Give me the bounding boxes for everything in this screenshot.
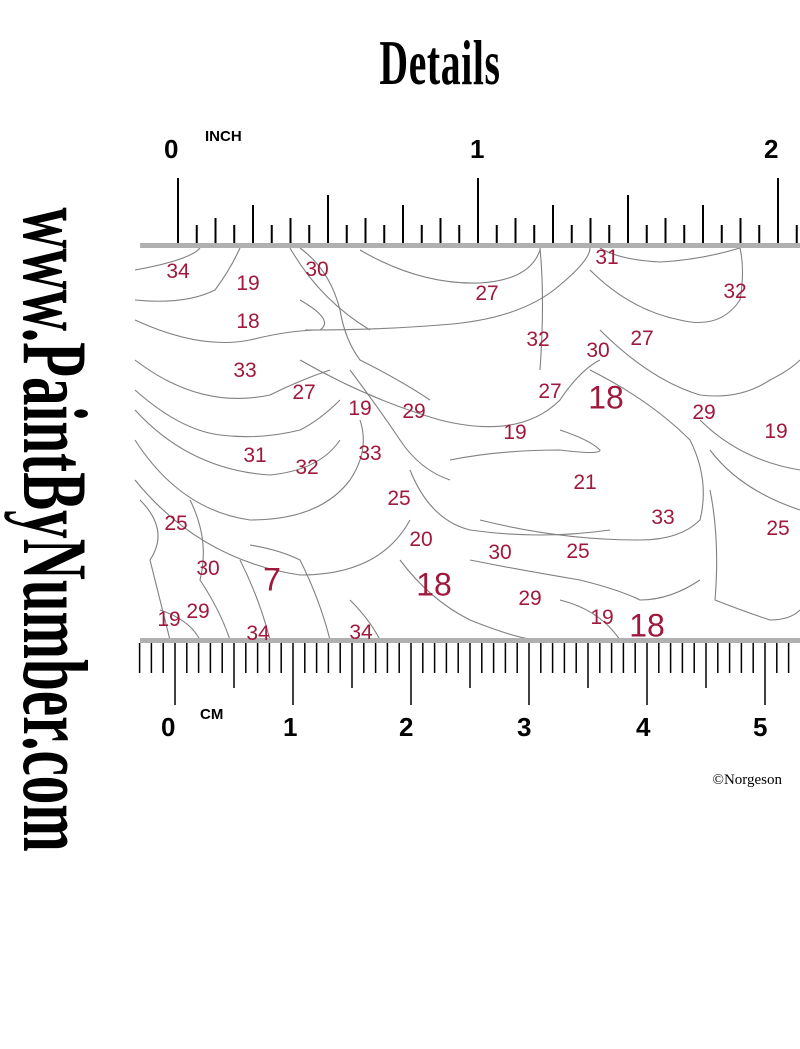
region-number: 20: [409, 528, 433, 551]
cm-label-0: 0: [161, 712, 176, 742]
inch-label-0: 0: [164, 134, 179, 164]
region-number: 25: [164, 512, 188, 535]
cm-label-1: 1: [283, 712, 298, 742]
region-number: 19: [157, 608, 181, 631]
region-number: 30: [196, 557, 220, 580]
cm-label-2: 2: [399, 712, 414, 742]
region-number: 29: [402, 400, 426, 423]
region-number: 29: [186, 600, 210, 623]
region-number: 34: [166, 260, 190, 283]
inch-label-1: 1: [470, 134, 485, 164]
region-outlines: [134, 247, 800, 641]
region-number: 21: [573, 471, 597, 494]
region-number: 18: [236, 310, 260, 333]
region-number: 19: [348, 397, 372, 420]
region-number: 33: [233, 359, 257, 382]
region-number: 19: [764, 420, 788, 443]
region-number: 32: [526, 328, 550, 351]
region-number: 18: [416, 566, 452, 603]
region-number: 27: [475, 282, 499, 305]
region-number: 32: [295, 456, 319, 479]
region-number: 31: [243, 444, 267, 467]
region-number: 19: [590, 606, 614, 629]
region-number: 29: [692, 401, 716, 424]
region-number: 7: [263, 561, 281, 598]
region-number: 18: [588, 379, 624, 416]
region-number: 30: [488, 541, 512, 564]
cm-ruler-bar: [140, 638, 800, 643]
region-number: 27: [630, 327, 654, 350]
region-number: 25: [766, 517, 790, 540]
region-number: 19: [236, 272, 260, 295]
region-number: 33: [651, 506, 675, 529]
cm-label-3: 3: [517, 712, 532, 742]
cm-label-5: 5: [753, 712, 768, 742]
region-number: 30: [586, 339, 610, 362]
region-number: 19: [503, 421, 527, 444]
region-number: 27: [538, 380, 562, 403]
inch-unit-label: INCH: [205, 128, 242, 145]
inch-ruler-bar: [140, 243, 800, 248]
region-number: 31: [595, 246, 619, 269]
region-number: 34: [349, 621, 373, 644]
inch-label-2: 2: [764, 134, 779, 164]
cm-unit-label: CM: [200, 706, 224, 723]
region-number: 32: [723, 280, 747, 303]
region-number: 34: [246, 622, 270, 645]
region-number: 30: [305, 258, 329, 281]
region-number: 27: [292, 381, 316, 404]
region-number: 33: [358, 442, 382, 465]
region-number: 29: [518, 587, 542, 610]
page-title: Details: [379, 27, 501, 98]
cm-label-4: 4: [636, 712, 651, 742]
pattern-preview: [134, 178, 800, 705]
copyright: ©Norgeson: [712, 772, 782, 788]
region-number: 25: [387, 487, 411, 510]
region-number: 18: [629, 607, 665, 644]
region-number: 25: [566, 540, 590, 563]
